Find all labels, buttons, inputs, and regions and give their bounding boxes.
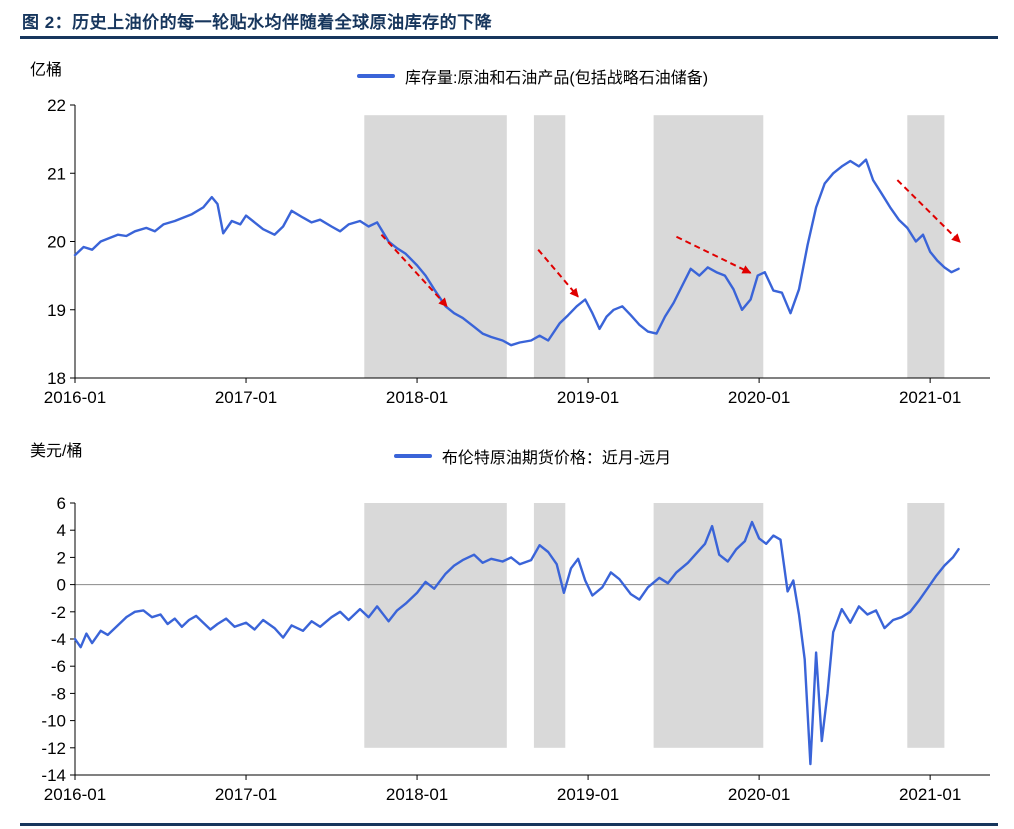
inventory-legend-swatch	[356, 74, 395, 78]
x-tick-label: 2019-01	[557, 785, 619, 804]
y-tick-label: -10	[41, 712, 66, 731]
x-tick-label: 2017-01	[215, 388, 277, 407]
y-tick-label: 22	[47, 96, 66, 115]
x-tick-label: 2020-01	[728, 388, 790, 407]
y-tick-label: 20	[47, 233, 66, 252]
spread-legend-swatch	[393, 454, 432, 458]
x-tick-label: 2016-01	[44, 388, 106, 407]
y-tick-label: -14	[41, 766, 66, 785]
x-tick-label: 2018-01	[386, 388, 448, 407]
title-rule	[20, 36, 998, 39]
inventory-legend-label: 库存量:原油和石油产品(包括战略石油储备)	[404, 70, 709, 87]
trend-arrow	[896, 179, 961, 243]
x-tick-label: 2018-01	[386, 785, 448, 804]
y-tick-label: 2	[57, 548, 66, 567]
series-line	[73, 158, 960, 347]
trend-arrow	[380, 234, 448, 308]
y-tick-label: -12	[41, 739, 66, 758]
y-tick-label: 21	[47, 164, 66, 183]
y-tick-label: 0	[57, 576, 66, 595]
y-tick-label: 6	[57, 494, 66, 513]
y-tick-label: 19	[47, 301, 66, 320]
trend-arrow	[676, 235, 752, 274]
x-tick-label: 2021-01	[899, 388, 961, 407]
x-tick-label: 2017-01	[215, 785, 277, 804]
spread-legend: 布伦特原油期货价格：近月-远月	[75, 444, 990, 468]
x-tick-label: 2016-01	[44, 785, 106, 804]
series-line	[73, 520, 960, 766]
y-tick-label: -6	[51, 657, 66, 676]
x-tick-label: 2019-01	[557, 388, 619, 407]
y-tick-label: 4	[57, 521, 66, 540]
y-tick-label: 18	[47, 369, 66, 388]
y-tick-label: -2	[51, 603, 66, 622]
x-tick-label: 2021-01	[899, 785, 961, 804]
footer-rule	[20, 823, 998, 826]
x-tick-label: 2020-01	[728, 785, 790, 804]
y-tick-label: -4	[51, 630, 66, 649]
spread-unit-label: 美元/桶	[30, 443, 83, 460]
inventory-legend: 库存量:原油和石油产品(包括战略石油储备)	[75, 64, 990, 88]
page-title: 图 2：历史上油价的每一轮贴水均伴随着全球原油库存的下降	[22, 13, 493, 32]
y-tick-label: -8	[51, 684, 66, 703]
spread-legend-label: 布伦特原油期货价格：近月-远月	[441, 450, 672, 467]
trend-arrow	[537, 249, 579, 298]
inventory-unit-label: 亿桶	[30, 62, 63, 79]
